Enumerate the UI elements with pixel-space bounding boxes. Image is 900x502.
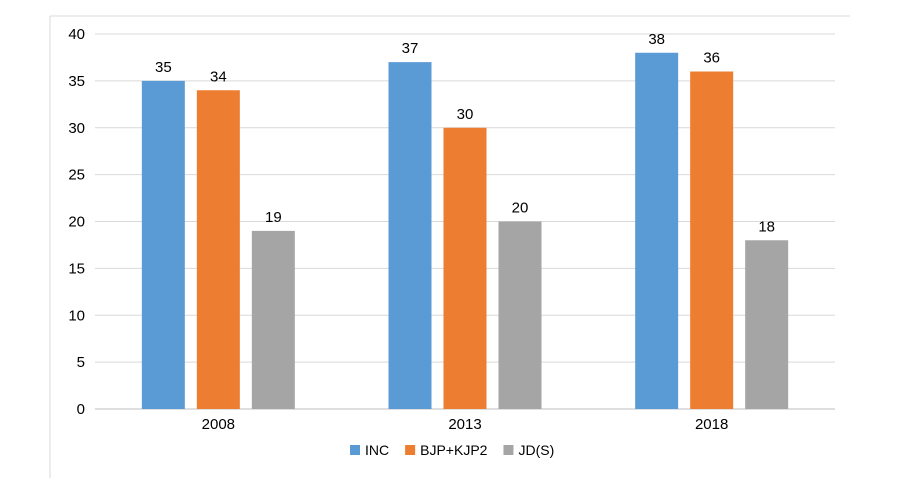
y-tick-label: 10: [68, 307, 85, 324]
data-label: 38: [648, 31, 665, 48]
y-tick-label: 5: [77, 354, 85, 371]
x-tick-label: 2013: [448, 416, 481, 433]
y-tick-label: 20: [68, 214, 85, 231]
bar-bjp-kjp2-2018: [690, 71, 734, 409]
x-tick-label: 2008: [202, 416, 235, 433]
legend-label: BJP+KJP2: [420, 442, 488, 458]
legend-swatch: [350, 445, 360, 455]
data-label: 19: [265, 209, 282, 226]
bar-jd-s--2013: [498, 221, 542, 409]
data-label: 18: [758, 218, 775, 235]
data-label: 20: [512, 200, 529, 217]
data-label: 34: [210, 68, 227, 85]
x-tick-label: 2018: [695, 416, 728, 433]
bar-bjp-kjp2-2008: [196, 90, 240, 409]
y-tick-label: 30: [68, 120, 85, 137]
bar-inc-2008: [141, 80, 185, 409]
data-label: 37: [402, 40, 419, 57]
bar-bjp-kjp2-2013: [443, 127, 487, 409]
bar-jd-s--2008: [251, 230, 295, 409]
legend-item-jd-s-: JD(S): [503, 442, 554, 458]
data-label: 36: [703, 50, 720, 67]
bar-inc-2018: [635, 52, 679, 409]
bar-inc-2013: [388, 62, 432, 409]
legend-item-inc: INC: [350, 442, 389, 458]
legend-label: INC: [365, 442, 389, 458]
legend-swatch: [503, 445, 514, 455]
legend-swatch: [405, 445, 416, 455]
data-label: 35: [155, 59, 172, 76]
y-tick-label: 25: [68, 167, 85, 184]
y-tick-label: 15: [68, 260, 85, 277]
legend-item-bjp-kjp2: BJP+KJP2: [405, 442, 488, 458]
y-tick-label: 40: [68, 26, 85, 43]
bar-jd-s--2018: [745, 240, 789, 409]
y-tick-label: 0: [77, 401, 85, 418]
y-tick-label: 35: [68, 73, 85, 90]
data-label: 30: [457, 106, 474, 123]
legend-label: JD(S): [518, 442, 554, 458]
